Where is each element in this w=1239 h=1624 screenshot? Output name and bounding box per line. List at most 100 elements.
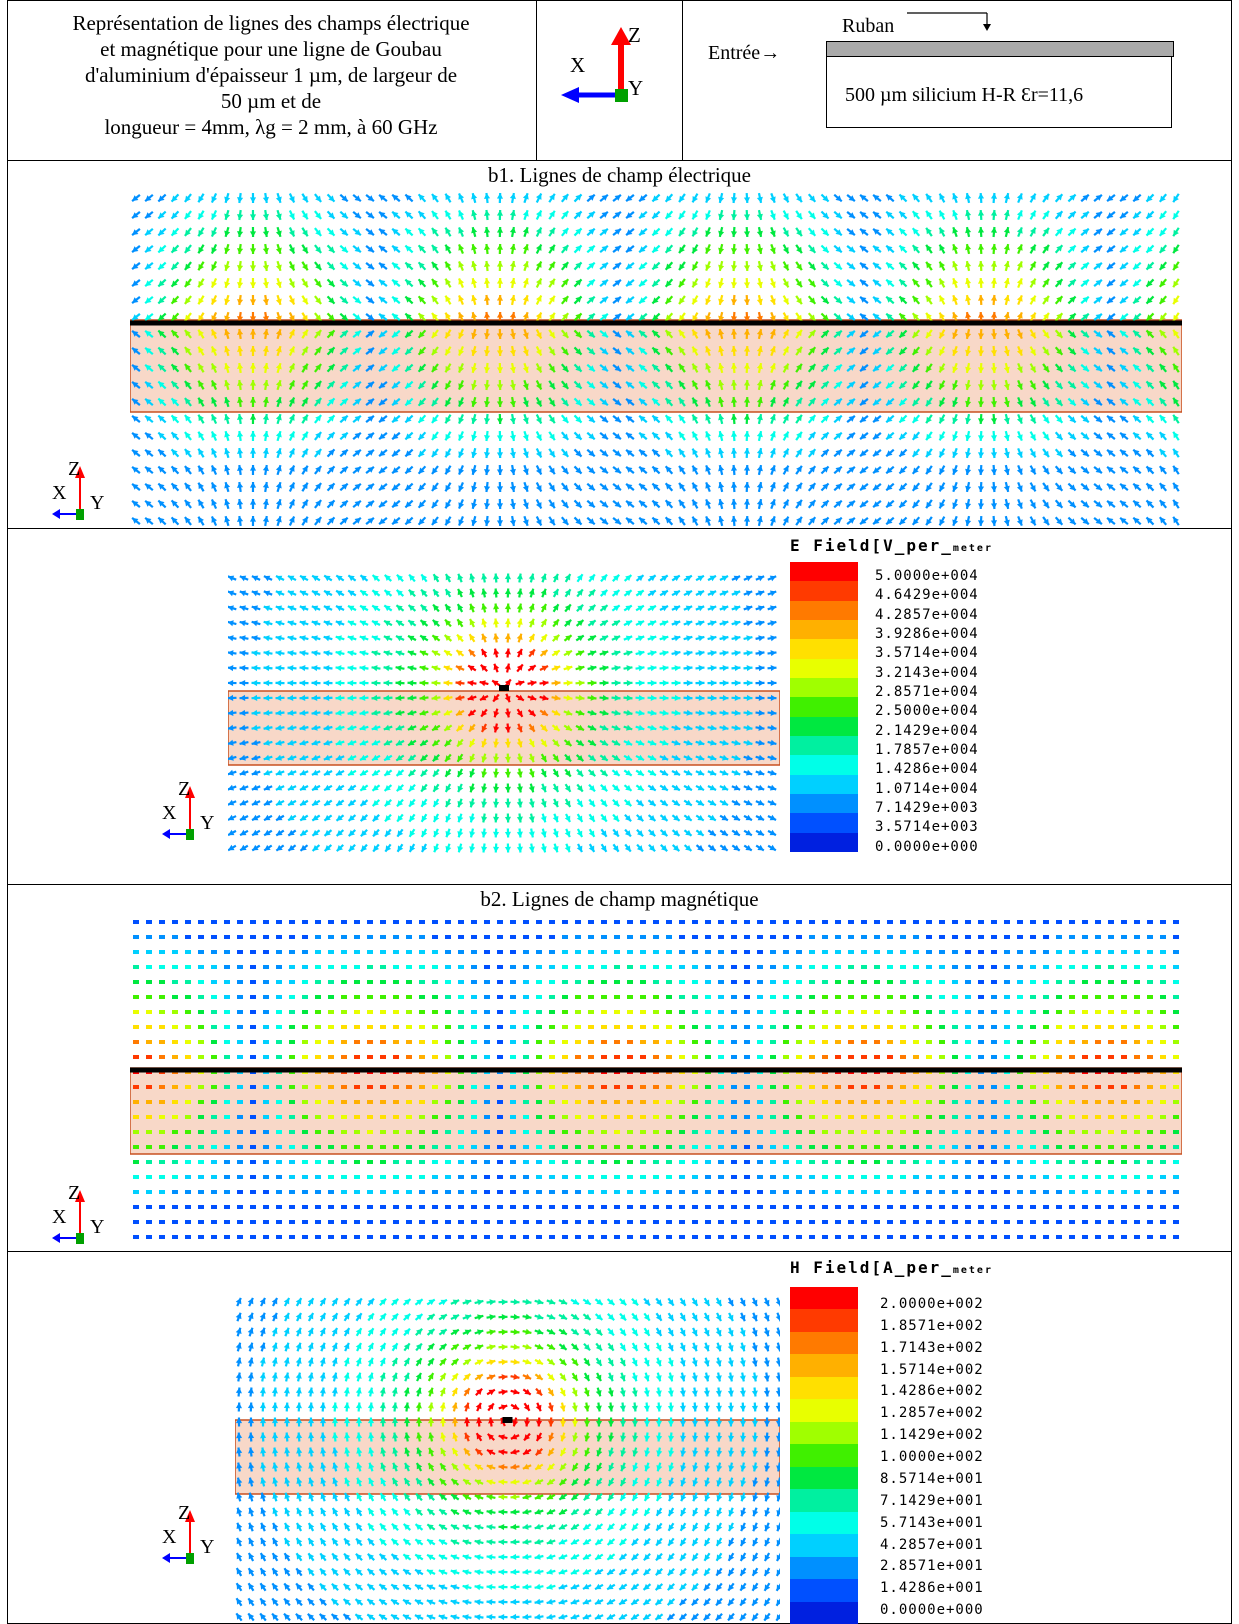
field-arrow (600, 843, 608, 853)
field-arrow (595, 1477, 603, 1487)
field-arrow (552, 573, 559, 583)
scale-label: 4.2857e+004 (875, 606, 979, 623)
field-arrow (770, 1055, 776, 1059)
field-arrow (573, 431, 583, 441)
field-arrow (540, 633, 548, 643)
field-arrow (237, 192, 244, 204)
field-arrow (1017, 1190, 1023, 1194)
field-arrow (302, 1220, 308, 1224)
field-arrow (767, 605, 777, 612)
field-arrow (1093, 364, 1103, 372)
field-arrow (1147, 1235, 1153, 1239)
field-arrow (861, 995, 867, 999)
field-arrow (965, 481, 972, 493)
field-arrow (575, 754, 585, 762)
field-arrow (705, 1220, 711, 1224)
field-arrow (263, 920, 269, 924)
field-arrow (380, 920, 386, 924)
field-arrow (228, 665, 237, 672)
field-arrow (211, 1130, 217, 1134)
field-arrow (523, 1100, 529, 1104)
field-arrow (236, 1432, 243, 1442)
field-arrow (439, 1417, 447, 1427)
field-arrow (783, 1235, 789, 1239)
field-arrow (965, 1100, 971, 1104)
field-arrow (575, 739, 585, 747)
field-arrow (548, 363, 556, 373)
field-arrow (263, 665, 273, 672)
field-arrow (731, 605, 741, 612)
field-arrow (492, 843, 500, 853)
field-arrow (782, 414, 790, 424)
field-arrow (695, 650, 705, 657)
field-arrow (328, 1100, 334, 1104)
field-arrow (289, 1055, 295, 1059)
field-arrow (432, 1190, 438, 1194)
field-arrow (380, 1130, 386, 1134)
field-arrow (484, 243, 491, 255)
field-arrow (751, 1357, 758, 1367)
field-arrow (1056, 1115, 1062, 1119)
field-arrow (939, 920, 945, 924)
field-arrow (740, 1477, 747, 1487)
field-arrow (769, 481, 776, 493)
field-arrow (1119, 210, 1129, 220)
field-arrow (284, 1432, 291, 1442)
field-arrow (978, 1055, 984, 1059)
field-arrow (1016, 396, 1023, 408)
field-arrow (469, 843, 476, 853)
field-arrow (484, 1205, 490, 1209)
field-arrow (271, 1402, 279, 1412)
field-arrow (450, 1313, 460, 1321)
field-arrow (536, 920, 542, 924)
field-arrow (627, 1010, 633, 1014)
field-arrow (417, 346, 427, 356)
field-arrow (719, 650, 729, 657)
field-arrow (535, 516, 543, 526)
field-arrow (885, 312, 895, 322)
field-arrow (185, 1115, 191, 1119)
field-arrow (990, 464, 998, 476)
field-arrow (913, 1160, 919, 1164)
field-arrow (308, 1477, 315, 1487)
field-arrow (939, 995, 945, 999)
field-arrow (1043, 1175, 1049, 1179)
field-arrow (647, 769, 657, 777)
field-arrow (643, 1357, 650, 1367)
field-arrow (558, 1298, 568, 1305)
field-arrow (496, 498, 504, 510)
field-arrow (365, 483, 375, 491)
field-arrow (272, 1447, 279, 1457)
field-arrow (210, 209, 218, 221)
field-arrow (419, 1130, 425, 1134)
field-arrow (497, 1205, 503, 1209)
field-arrow (307, 1327, 314, 1337)
field-arrow (1173, 965, 1179, 969)
field-arrow (715, 1402, 722, 1412)
field-arrow (965, 396, 972, 408)
field-arrow (833, 380, 843, 390)
field-arrow (210, 345, 218, 357)
field-arrow (315, 1235, 321, 1239)
field-arrow (625, 279, 635, 287)
field-arrow (471, 1220, 477, 1224)
field-arrow (587, 739, 597, 747)
field-arrow (655, 1357, 662, 1367)
field-arrow (247, 1297, 254, 1307)
field-arrow (576, 603, 584, 613)
field-arrow (211, 1175, 217, 1179)
field-arrow (185, 1175, 191, 1179)
field-arrow (562, 1130, 568, 1134)
field-arrow (643, 1297, 651, 1307)
field-arrow (484, 1010, 490, 1014)
field-arrow (224, 1085, 230, 1089)
field-arrow (510, 1175, 516, 1179)
field-arrow (185, 1145, 191, 1149)
field-arrow (295, 1387, 302, 1397)
field-arrow (481, 753, 488, 763)
field-arrow (283, 1417, 291, 1427)
field-arrow (692, 965, 698, 969)
field-arrow (861, 965, 867, 969)
field-arrow (354, 1220, 360, 1224)
field-arrow (1082, 1130, 1088, 1134)
